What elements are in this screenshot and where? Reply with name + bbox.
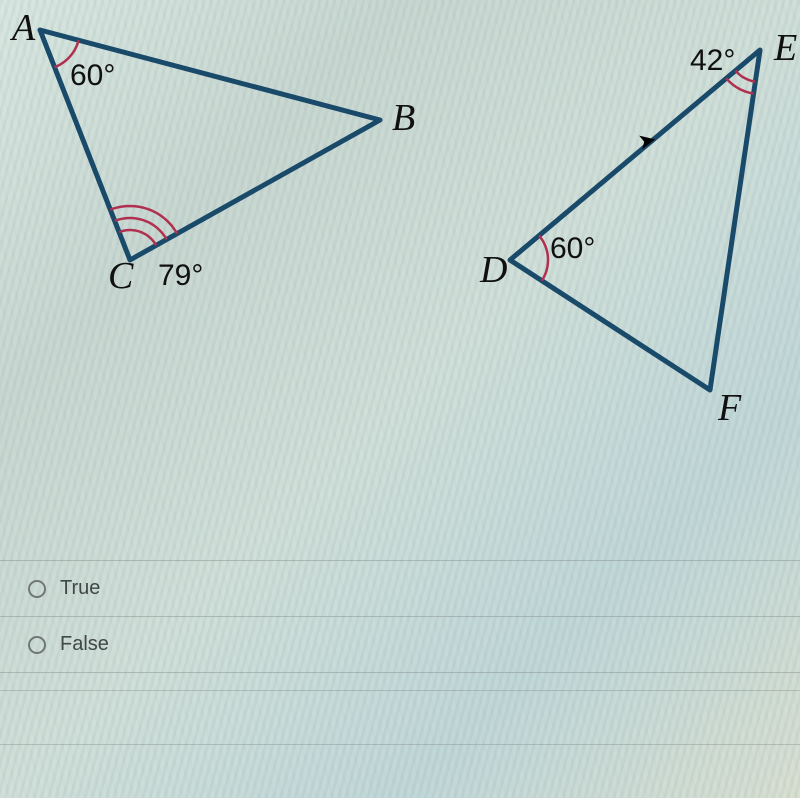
option-true[interactable]: True [0,560,800,616]
vertex-label-C: C [108,255,134,297]
angle-arc-D [539,236,548,281]
angle-label-A: 60° [70,59,115,92]
blank-row [0,744,800,798]
option-label: False [60,633,109,656]
option-label: True [60,577,100,600]
option-false[interactable]: False [0,616,800,673]
angle-label-C: 79° [158,259,203,292]
blank-row [0,690,800,744]
radio-icon [28,580,46,598]
angle-label-E: 42° [690,44,735,77]
blank-answer-rows [0,690,800,798]
geometry-diagram: A 60° B C 79° E 42° D 60° F [0,0,800,520]
angle-label-D: 60° [550,232,595,265]
vertex-label-E: E [773,27,797,69]
vertex-label-F: F [717,387,742,429]
vertex-label-B: B [392,97,415,139]
vertex-label-A: A [9,7,36,49]
angle-arc-E [736,71,756,82]
vertex-label-D: D [479,249,507,291]
answer-options: True False [0,560,800,673]
radio-icon [28,636,46,654]
triangle-DEF [510,50,760,390]
